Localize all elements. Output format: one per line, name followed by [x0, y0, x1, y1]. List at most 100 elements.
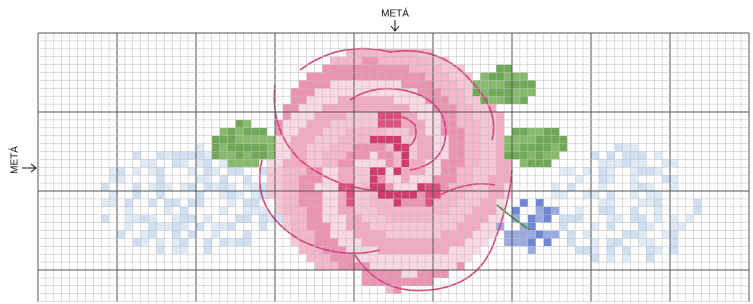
stitch — [386, 120, 394, 128]
stitch — [117, 167, 125, 175]
stitch — [275, 175, 283, 183]
stitch — [433, 238, 441, 246]
stitch — [283, 215, 291, 223]
stitch — [409, 57, 417, 65]
stitch — [480, 73, 488, 81]
stitch — [330, 262, 338, 270]
stitch — [615, 144, 623, 152]
stitch — [409, 207, 417, 215]
stitch — [465, 96, 473, 104]
stitch — [488, 80, 496, 88]
stitch — [401, 270, 409, 278]
stitch — [338, 262, 346, 270]
stitch — [457, 223, 465, 231]
stitch — [180, 215, 188, 223]
stitch — [322, 262, 330, 270]
stitch — [417, 191, 425, 199]
stitch — [465, 144, 473, 152]
stitch — [322, 159, 330, 167]
cross-stitch-pattern: METÁ METÁ — [0, 0, 753, 304]
stitch — [654, 167, 662, 175]
stitch — [480, 223, 488, 231]
stitch — [638, 183, 646, 191]
stitch — [552, 144, 560, 152]
stitch — [362, 57, 370, 65]
stitch — [259, 128, 267, 136]
stitch — [315, 144, 323, 152]
stitch — [307, 207, 315, 215]
stitch — [315, 152, 323, 160]
stitch — [473, 112, 481, 120]
stitch — [291, 175, 299, 183]
stitch — [243, 238, 251, 246]
stitch — [322, 73, 330, 81]
stitch — [346, 57, 354, 65]
stitch — [559, 215, 567, 223]
stitch — [520, 152, 528, 160]
stitch — [386, 223, 394, 231]
stitch — [654, 207, 662, 215]
stitch — [401, 183, 409, 191]
stitch — [172, 199, 180, 207]
stitch — [449, 254, 457, 262]
stitch — [449, 215, 457, 223]
stitch — [488, 223, 496, 231]
stitch — [330, 246, 338, 254]
stitch — [291, 112, 299, 120]
stitch — [425, 278, 433, 286]
stitch — [441, 231, 449, 239]
stitch — [512, 88, 520, 96]
stitch — [330, 112, 338, 120]
stitch — [346, 65, 354, 73]
stitch — [654, 191, 662, 199]
stitch — [243, 231, 251, 239]
stitch — [473, 191, 481, 199]
stitch — [338, 199, 346, 207]
stitch — [496, 183, 504, 191]
stitch — [528, 80, 536, 88]
stitch — [101, 183, 109, 191]
stitch — [315, 207, 323, 215]
stitch — [488, 96, 496, 104]
stitch — [512, 144, 520, 152]
stitch — [449, 191, 457, 199]
stitch — [488, 159, 496, 167]
stitch — [307, 254, 315, 262]
stitch — [401, 278, 409, 286]
stitch — [346, 207, 354, 215]
stitch — [425, 128, 433, 136]
stitch — [251, 191, 259, 199]
stitch — [228, 199, 236, 207]
stitch — [465, 238, 473, 246]
stitch — [322, 254, 330, 262]
stitch — [109, 199, 117, 207]
stitch — [686, 215, 694, 223]
stitch — [433, 254, 441, 262]
stitch — [149, 215, 157, 223]
stitch — [409, 270, 417, 278]
stitch — [425, 112, 433, 120]
stitch — [322, 183, 330, 191]
stitch — [401, 152, 409, 160]
stitch — [236, 238, 244, 246]
stitch — [243, 183, 251, 191]
stitch — [354, 167, 362, 175]
stitch — [196, 223, 204, 231]
stitch — [409, 104, 417, 112]
stitch — [370, 112, 378, 120]
stitch — [307, 199, 315, 207]
stitch — [275, 136, 283, 144]
stitch — [409, 278, 417, 286]
stitch — [496, 167, 504, 175]
stitch — [401, 231, 409, 239]
stitch — [409, 254, 417, 262]
stitch — [362, 49, 370, 57]
stitch — [196, 199, 204, 207]
stitch — [417, 223, 425, 231]
stitch — [362, 167, 370, 175]
stitch — [386, 215, 394, 223]
stitch — [370, 199, 378, 207]
stitch — [520, 144, 528, 152]
stitch — [307, 128, 315, 136]
stitch — [354, 49, 362, 57]
